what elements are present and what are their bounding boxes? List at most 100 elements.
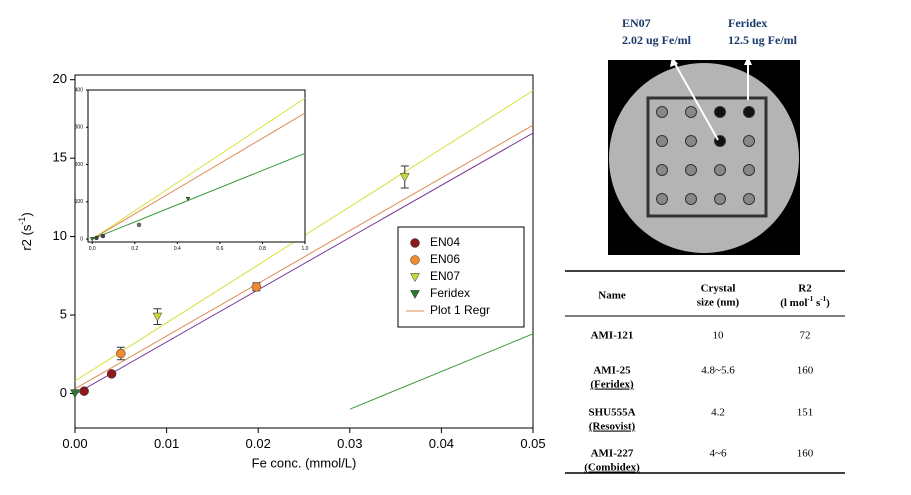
point [89, 237, 95, 242]
point [70, 389, 80, 399]
fit-line [75, 132, 533, 395]
y-tick-label: 15 [53, 150, 67, 165]
table-header-part: (l mol [780, 297, 807, 309]
x-tick-label: 0.01 [154, 436, 179, 451]
y-tick-label: 0 [80, 236, 83, 242]
point [152, 312, 163, 322]
plot-lines [91, 97, 305, 240]
x-tick-label: 0.4 [174, 246, 181, 252]
table-header-part: -1 [807, 295, 813, 303]
point [106, 369, 117, 379]
table-cell: 160 [797, 448, 814, 460]
table-header-part: ) [826, 297, 830, 309]
image-label: Feridex [728, 16, 767, 30]
point [79, 386, 89, 396]
table-cell: AMI-121 [591, 330, 634, 342]
y-axis-label-part: r2 (s [19, 224, 34, 251]
legend-swatch [410, 255, 420, 265]
y-tick-label: 10 [53, 228, 67, 243]
y-tick-label: 200 [75, 162, 84, 168]
well [743, 106, 755, 118]
plot-frame [87, 89, 306, 243]
table-cell: 4.8~5.6 [701, 365, 735, 377]
legend-label: Feridex [430, 286, 470, 300]
legend-swatch [410, 273, 420, 283]
table-header-part: s [813, 297, 821, 309]
image-label: 2.02 ug Fe/ml [622, 33, 692, 47]
x-tick-label: 0.0 [89, 246, 96, 252]
point [136, 222, 142, 228]
well [685, 193, 697, 205]
point [399, 173, 410, 182]
y-axis-label-part: -1 [17, 217, 27, 225]
image-label: EN07 [622, 16, 651, 30]
table-header-part: -1 [820, 295, 826, 303]
table-cell: 10 [713, 330, 725, 342]
fit-line [92, 152, 305, 240]
table-header: size (nm) [697, 297, 740, 309]
x-tick-label: 1.0 [302, 246, 309, 252]
point [94, 235, 99, 241]
x-axis-label: Fe conc. (mmol/L) [252, 455, 357, 470]
image-label: 12.5 ug Fe/ml [728, 33, 798, 47]
point [185, 196, 191, 202]
x-tick-label: 0.6 [216, 246, 223, 252]
table-cell: (Feridex) [590, 379, 634, 391]
well [714, 106, 726, 118]
mri-image [608, 56, 800, 255]
table-header: (l mol-1 s-1) [780, 295, 830, 309]
y-tick-label: 20 [53, 71, 67, 86]
well [714, 164, 726, 176]
table-cell: AMI-25 [593, 365, 631, 377]
y-tick-label: 0 [60, 385, 67, 400]
point [251, 282, 262, 292]
y-axis-label: r2 (s-1) [17, 212, 34, 250]
well [656, 164, 668, 176]
well [685, 106, 697, 118]
well [743, 135, 755, 147]
well [656, 106, 668, 118]
table-cell: (Resovist) [589, 421, 636, 433]
well [743, 193, 755, 205]
table-cell: 72 [800, 330, 811, 342]
well [743, 164, 755, 176]
fit-line [75, 124, 533, 390]
table-header: Crystal [701, 283, 736, 295]
inset-chart: 0.0 0.2 0.4 0.6 0.8 1.0 0 100 200 300 400 [75, 87, 309, 252]
y-tick-label: 100 [75, 199, 84, 205]
table-cell: (Combidex) [584, 462, 640, 474]
point [116, 348, 126, 359]
x-tick-label: 0.00 [62, 436, 87, 451]
x-tick-label: 0.04 [429, 436, 454, 451]
table-cell: SHU555A [588, 407, 635, 419]
well [714, 193, 726, 205]
x-tick-label: 0.2 [131, 246, 138, 252]
y-tick-label: 300 [75, 125, 84, 131]
table-header: R2 [798, 283, 812, 295]
legend-label: EN06 [430, 252, 460, 266]
well [656, 135, 668, 147]
well [685, 164, 697, 176]
well [685, 135, 697, 147]
table-cell: 4~6 [710, 448, 727, 460]
y-tick-label: 5 [60, 306, 67, 321]
point [100, 233, 106, 239]
x-tick-label: 0.8 [259, 246, 266, 252]
legend-swatch [410, 290, 420, 300]
x-tick-label: 0.05 [520, 436, 545, 451]
table-cell: 160 [797, 365, 814, 377]
table-cell: AMI-227 [591, 448, 634, 460]
x-tick-label: 0.03 [337, 436, 362, 451]
table-cell: 4.2 [711, 407, 725, 419]
fit-line [349, 333, 533, 410]
legend-label: EN04 [430, 235, 460, 249]
legend-label: Plot 1 Regr [430, 303, 490, 317]
y-axis-label-part: ) [19, 212, 34, 216]
table-cell: 151 [797, 407, 814, 419]
legend: EN04 EN06 EN07 Feridex Plot 1 Regr [397, 226, 525, 328]
y-tick-label: 400 [75, 87, 84, 93]
fit-line [91, 97, 305, 240]
legend-label: EN07 [430, 269, 460, 283]
legend-swatch [410, 238, 420, 248]
